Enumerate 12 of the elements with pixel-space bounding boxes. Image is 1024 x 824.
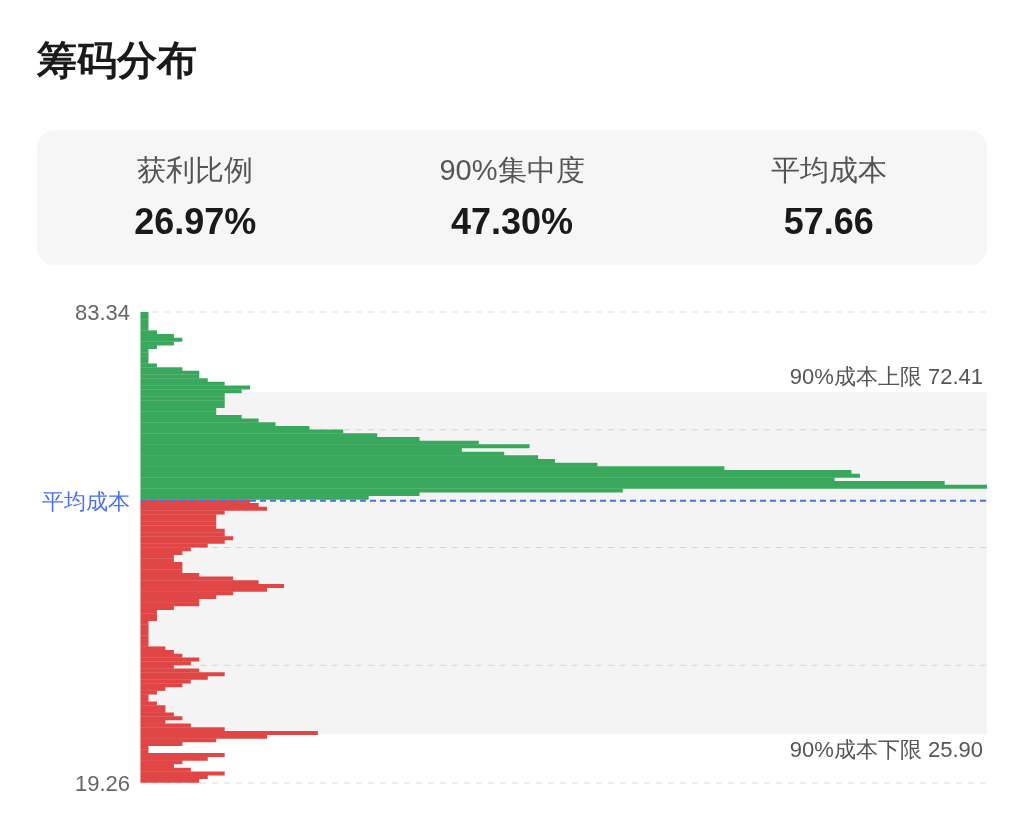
category-label: 90%集中度	[439, 154, 585, 186]
text: 26.97%	[134, 201, 257, 242]
annotation: 90%成本上限 72.41	[789, 364, 983, 390]
ref-line-label: 平均成本	[42, 488, 130, 514]
y-tick-label: 83.34	[74, 299, 130, 325]
annotation: 90%成本下限 25.90	[789, 737, 983, 763]
category-label: 平均成本	[770, 154, 887, 186]
text: 57.66	[783, 201, 874, 242]
text: 筹码分布	[37, 38, 197, 82]
y-tick-label: 19.26	[74, 770, 130, 796]
text: 47.30%	[450, 201, 574, 242]
category-label: 获利比例	[137, 154, 254, 186]
